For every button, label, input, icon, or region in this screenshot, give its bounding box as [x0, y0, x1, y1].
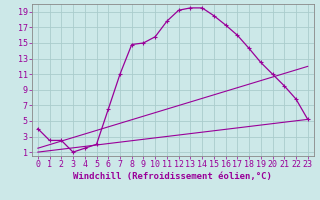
X-axis label: Windchill (Refroidissement éolien,°C): Windchill (Refroidissement éolien,°C): [73, 172, 272, 181]
